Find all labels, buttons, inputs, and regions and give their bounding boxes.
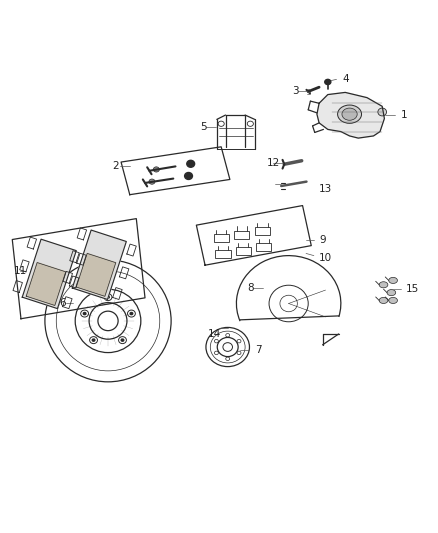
Ellipse shape	[379, 297, 388, 303]
Polygon shape	[72, 230, 126, 300]
Ellipse shape	[107, 296, 110, 298]
Ellipse shape	[153, 167, 159, 172]
Text: 5: 5	[200, 122, 206, 132]
Ellipse shape	[130, 312, 133, 314]
Text: 4: 4	[342, 75, 349, 84]
Ellipse shape	[187, 160, 194, 167]
Ellipse shape	[325, 79, 331, 85]
Text: 8: 8	[247, 283, 254, 293]
Polygon shape	[26, 263, 66, 305]
Ellipse shape	[338, 105, 361, 123]
Ellipse shape	[149, 179, 155, 184]
Ellipse shape	[389, 277, 397, 284]
Text: 13: 13	[319, 184, 332, 194]
Ellipse shape	[379, 282, 388, 288]
Text: 12: 12	[267, 158, 280, 168]
Text: 9: 9	[319, 236, 326, 245]
Bar	[256, 243, 272, 251]
Text: 14: 14	[208, 329, 221, 339]
Bar	[236, 247, 251, 255]
Text: 1: 1	[401, 110, 407, 120]
Polygon shape	[76, 253, 116, 296]
Polygon shape	[22, 239, 76, 309]
Bar	[234, 231, 249, 239]
Ellipse shape	[185, 173, 192, 180]
Bar	[255, 227, 270, 235]
Text: 6: 6	[59, 298, 66, 309]
Bar	[215, 251, 230, 258]
Ellipse shape	[389, 297, 397, 303]
Ellipse shape	[378, 108, 387, 116]
Ellipse shape	[83, 312, 86, 314]
Text: 11: 11	[14, 266, 27, 276]
Text: 7: 7	[254, 345, 261, 355]
Polygon shape	[317, 92, 385, 138]
Text: 2: 2	[113, 161, 119, 172]
Ellipse shape	[92, 339, 95, 341]
Text: 3: 3	[292, 86, 299, 95]
Ellipse shape	[387, 289, 396, 296]
Text: 15: 15	[406, 284, 420, 294]
Ellipse shape	[121, 339, 124, 341]
Ellipse shape	[342, 108, 357, 120]
Bar	[214, 235, 229, 242]
Text: 10: 10	[319, 253, 332, 263]
